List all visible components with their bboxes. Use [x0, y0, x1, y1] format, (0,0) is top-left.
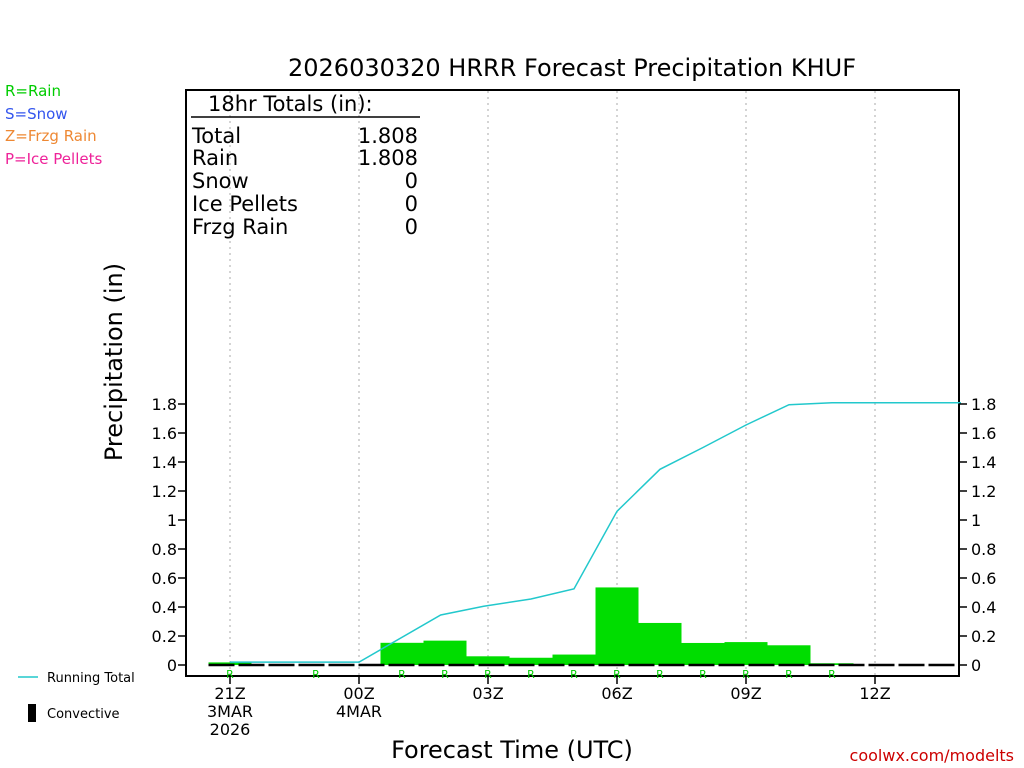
y-axis-label: Precipitation (in) [100, 263, 128, 461]
y-tick-label-right: 0 [971, 656, 981, 675]
y-tick-label-left: 1.6 [152, 424, 177, 443]
totals-value-rain: 1.808 [358, 146, 418, 170]
plot-frame [185, 89, 960, 677]
running-total-line [230, 402, 961, 663]
totals-box: 18hr Totals (in): Total 1.808 Rain 1.808… [191, 92, 420, 239]
ptype-marker: R [656, 668, 664, 681]
ptype-marker: R [484, 668, 492, 681]
running-total-polyline [230, 402, 961, 663]
y-tick-label-left: 0.6 [152, 569, 177, 588]
legend-rain: R=Rain [5, 82, 61, 100]
ptype-marker: R [398, 668, 406, 681]
ptype-marker: R [699, 668, 707, 681]
y-tick-label-right: 1.2 [971, 482, 996, 501]
series-legend: Running Total Convective [18, 671, 135, 722]
totals-value-total: 1.808 [358, 124, 418, 148]
ptype-marker: R [828, 668, 836, 681]
y-tick-label-right: 0.8 [971, 540, 996, 559]
totals-label-snow: Snow [192, 169, 249, 193]
x-tick-label: 2026 [210, 720, 251, 739]
precip-bar [380, 642, 424, 665]
precip-bar [595, 587, 639, 665]
y-tick-label-left: 0.4 [152, 598, 177, 617]
x-tick-label: 3MAR [207, 702, 253, 721]
ptype-marker: R [613, 668, 621, 681]
y-tick-label-left: 1.4 [152, 453, 177, 472]
y-tick-label-left: 1.8 [152, 395, 177, 414]
ptype-legend: R=Rain S=Snow Z=Frzg Rain P=Ice Pellets [5, 82, 102, 168]
precip-bar [509, 657, 553, 665]
x-tick-label: 21Z [214, 684, 245, 703]
y-tick-label-left: 0.2 [152, 627, 177, 646]
precip-bar [638, 622, 682, 665]
y-tick-label-right: 0.2 [971, 627, 996, 646]
precip-bar [767, 645, 811, 665]
ptype-marker: R [785, 668, 793, 681]
convective-swatch [28, 704, 36, 722]
legend-ice-pellets: P=Ice Pellets [5, 150, 102, 168]
running-total-legend-label: Running Total [47, 671, 135, 686]
y-tick-label-right: 1 [971, 511, 981, 530]
legend-snow: S=Snow [5, 105, 68, 123]
precip-bar [724, 642, 768, 665]
x-tick-label: 00Z [343, 684, 374, 703]
x-axis-label: Forecast Time (UTC) [391, 736, 633, 764]
precip-bar [681, 642, 725, 665]
y-tick-label-left: 1.2 [152, 482, 177, 501]
x-tick-label: 03Z [472, 684, 503, 703]
ptype-marker: R [312, 668, 320, 681]
ptype-marker: R [570, 668, 578, 681]
precip-bar [466, 656, 510, 665]
y-tick-label-right: 0.4 [971, 598, 996, 617]
precip-bar [208, 662, 252, 665]
y-tick-label-left: 0.8 [152, 540, 177, 559]
precip-bar [552, 654, 596, 665]
convective-legend-label: Convective [47, 707, 120, 722]
totals-value-ice-pellets: 0 [405, 192, 418, 216]
totals-label-ice-pellets: Ice Pellets [192, 192, 298, 216]
totals-label-rain: Rain [192, 146, 238, 170]
totals-value-frzg-rain: 0 [405, 215, 418, 239]
gridlines [229, 91, 876, 675]
x-tick-label: 4MAR [336, 702, 382, 721]
totals-label-frzg-rain: Frzg Rain [192, 215, 288, 239]
precip-bar [423, 640, 467, 665]
y-tick-label-left: 0 [167, 656, 177, 675]
ptype-marker: R [226, 668, 234, 681]
totals-value-snow: 0 [405, 169, 418, 193]
x-tick-label: 06Z [601, 684, 632, 703]
y-tick-label-right: 1.8 [971, 395, 996, 414]
ptype-marker: R [742, 668, 750, 681]
y-axis-ticks: 0 0 0.2 0.2 0.4 0.4 0.6 0.6 0.8 0.8 1 1 1.2 1.2 1.4 1.4… [152, 395, 997, 675]
y-tick-label-right: 0.6 [971, 569, 996, 588]
legend-frzg-rain: Z=Frzg Rain [5, 127, 97, 145]
y-tick-label-right: 1.6 [971, 424, 996, 443]
credit-text: coolwx.com/modelts [850, 746, 1014, 765]
ptype-marker: R [441, 668, 449, 681]
y-tick-label-left: 1 [167, 511, 177, 530]
x-tick-label: 09Z [730, 684, 761, 703]
y-tick-label-right: 1.4 [971, 453, 996, 472]
ptype-marker: R [527, 668, 535, 681]
x-tick-label: 12Z [859, 684, 890, 703]
precip-bars [208, 587, 854, 665]
totals-heading: 18hr Totals (in): [208, 92, 373, 116]
totals-label-total: Total [191, 124, 241, 148]
chart-title: 2026030320 HRRR Forecast Precipitation K… [288, 54, 856, 82]
